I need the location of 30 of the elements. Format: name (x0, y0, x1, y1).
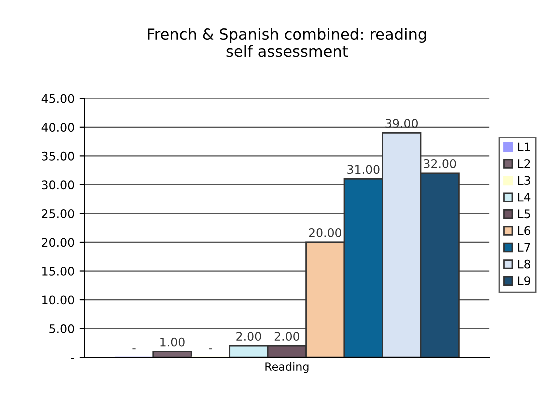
legend-label: L9 (518, 276, 530, 286)
y-tick-label: 45.00 (42, 94, 74, 104)
data-label: 2.00 (274, 332, 300, 341)
legend-label: L1 (518, 142, 530, 152)
x-tick-label: Reading (266, 362, 309, 374)
data-label: - (209, 348, 212, 350)
data-label: 2.00 (236, 332, 262, 341)
y-tick-label: 10.00 (42, 296, 74, 305)
data-label: 20.00 (309, 228, 342, 238)
legend-label: L5 (518, 210, 530, 219)
chart-title: French & Spanish combined: reading self assessment (148, 28, 426, 58)
y-tick-label: - (71, 358, 74, 360)
y-tick-label: 5.00 (50, 324, 74, 334)
data-label: - (132, 348, 136, 350)
y-tick-label: 25.00 (42, 209, 74, 218)
legend-label: L7 (518, 243, 530, 252)
y-tick-label: 40.00 (42, 123, 74, 132)
legend-label: L3 (518, 176, 530, 186)
y-tick-label: 15.00 (42, 266, 74, 276)
data-label: 39.00 (386, 119, 418, 128)
data-label: 32.00 (424, 159, 456, 168)
y-tick-label: 30.00 (42, 180, 74, 190)
legend-label: L4 (518, 193, 531, 202)
y-tick-label: 20.00 (42, 238, 74, 248)
legend-label: L6 (518, 226, 531, 236)
legend-label: L2 (518, 159, 530, 168)
data-label: 1.00 (160, 338, 185, 347)
y-tick-label: 35.00 (42, 152, 74, 161)
legend-label: L8 (518, 260, 531, 269)
data-label: 31.00 (348, 165, 380, 174)
